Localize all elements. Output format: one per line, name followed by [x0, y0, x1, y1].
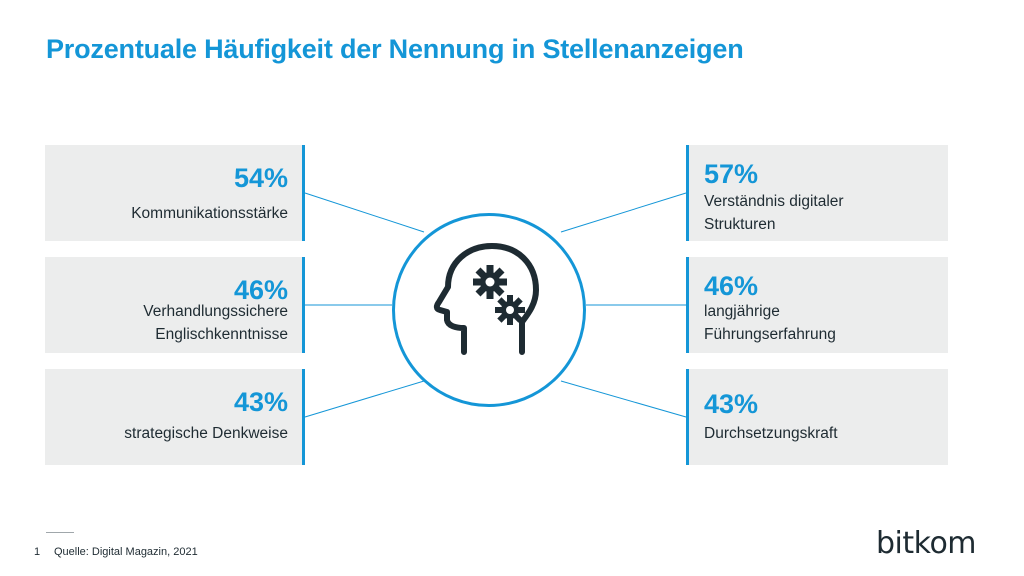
- page-title: Prozentuale Häufigkeit der Nennung in St…: [46, 34, 744, 64]
- stat-card: 46% Verhandlungssichere Englischkenntnis…: [45, 257, 305, 353]
- stat-value: 46%: [704, 271, 759, 301]
- footnote: 1 Quelle: Digital Magazin, 2021: [34, 546, 198, 558]
- stat-value: 43%: [233, 387, 288, 417]
- stat-label: Kommunikationsstärke: [131, 205, 288, 222]
- stat-card: 57% Verständnis digitaler Strukturen: [686, 145, 948, 241]
- stat-card: 43% Durchsetzungskraft: [686, 369, 948, 465]
- connector-line: [304, 192, 425, 233]
- stat-label: Verständnis digitaler: [704, 193, 844, 210]
- stat-value: 43%: [704, 389, 759, 419]
- stat-label: Strukturen: [704, 216, 776, 233]
- bitkom-logo: bitkom: [876, 526, 977, 561]
- connector-line: [560, 380, 687, 418]
- footnote-number: 1: [34, 546, 41, 558]
- stat-label: Durchsetzungskraft: [704, 425, 838, 442]
- stat-label: langjährige: [704, 303, 780, 320]
- connector-line: [560, 192, 687, 233]
- stat-value: 57%: [704, 159, 759, 189]
- stat-value: 54%: [233, 163, 288, 193]
- stat-card: 43% strategische Denkweise: [45, 369, 305, 465]
- footnote-divider: [46, 532, 74, 533]
- stat-card: 46% langjährige Führungserfahrung: [686, 257, 948, 353]
- stat-label: Englischkenntnisse: [155, 326, 288, 343]
- connector-line: [304, 380, 425, 418]
- stat-card: 54% Kommunikationsstärke: [45, 145, 305, 241]
- stat-label: Führungserfahrung: [704, 326, 836, 343]
- head-with-gears-icon: [433, 243, 539, 355]
- stat-label: strategische Denkweise: [124, 425, 288, 442]
- stat-label: Verhandlungssichere: [143, 303, 288, 320]
- footnote-text: Quelle: Digital Magazin, 2021: [54, 546, 198, 558]
- stat-value: 46%: [233, 275, 288, 305]
